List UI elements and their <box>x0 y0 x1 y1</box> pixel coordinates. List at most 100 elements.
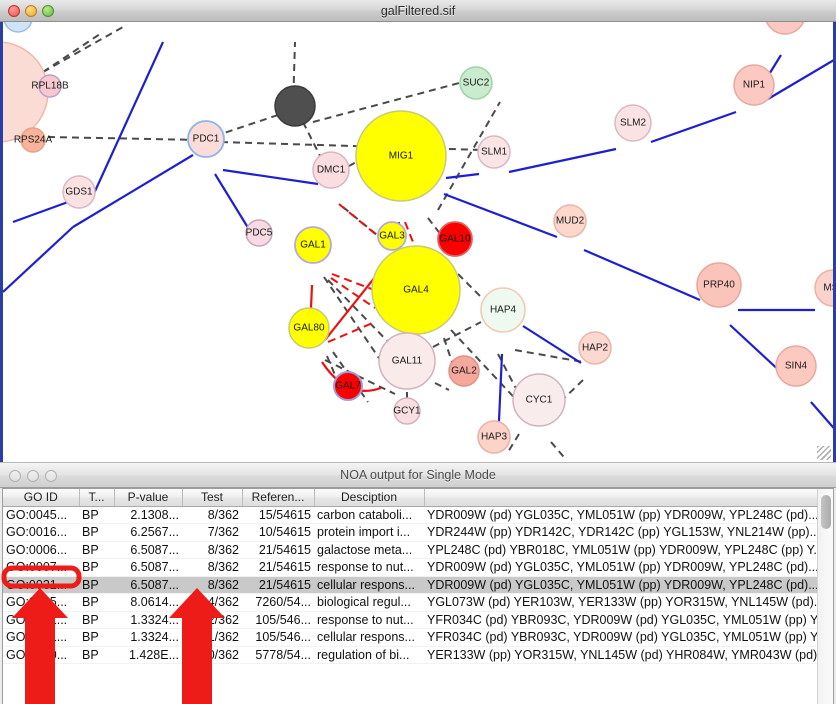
cell-type: BP <box>79 506 114 524</box>
node-label-GAL11: GAL11 <box>392 356 423 367</box>
node-label-CYC1: CYC1 <box>526 395 553 406</box>
cell-go-id: GO:0065... <box>3 593 79 612</box>
node-unlabeled-dark[interactable] <box>274 85 316 127</box>
network-nodes[interactable]: RPL18B RPS24A GDS1 PDC1 PDC5 DMC1 MIG1 S… <box>3 22 833 454</box>
cell-edges: YDR009W (pd) YGL035C, YML051W (pp) YDR00… <box>424 576 817 594</box>
cell-description: response to nut... <box>314 611 424 629</box>
cell-go-id: GO:0031... <box>3 576 79 594</box>
cell-reference: 15/54615 <box>242 506 314 524</box>
column-header-associated-edges[interactable]: Associated edges <box>424 489 817 507</box>
table-row-selected[interactable]: GO:0031... BP 6.5087... 8/362 21/54615 c… <box>3 576 817 594</box>
table-row[interactable]: GO:0050... BP 1.428E... 80/362 5778/54..… <box>3 646 817 664</box>
cell-type: BP <box>79 576 114 594</box>
cell-type: BP <box>79 646 114 664</box>
node-RPL18B[interactable] <box>38 74 62 98</box>
column-header-go-id[interactable]: GO ID <box>3 489 80 507</box>
node-RPS24A[interactable] <box>20 127 46 153</box>
vertical-scrollbar[interactable] <box>817 489 833 704</box>
node-PDC5[interactable] <box>245 219 273 247</box>
node-GCY1[interactable] <box>393 397 421 425</box>
network-canvas[interactable]: RPL18B RPS24A GDS1 PDC1 PDC5 DMC1 MIG1 S… <box>0 22 836 462</box>
cell-p-value: 6.5087... <box>114 576 182 594</box>
node-HAP4[interactable] <box>480 287 526 333</box>
node-label-PRP40: PRP40 <box>703 280 735 291</box>
node-SLM2[interactable] <box>614 104 652 142</box>
column-header-type[interactable]: T... <box>79 489 115 507</box>
node-label-GAL2: GAL2 <box>451 366 477 377</box>
node-HAP3[interactable] <box>477 420 511 454</box>
cell-test: 8/362 <box>182 506 242 524</box>
cell-edges: YDR009W (pd) YGL035C, YML051W (pp) YDR00… <box>424 506 817 524</box>
node-NIP1[interactable] <box>733 64 775 106</box>
noa-minimize-button[interactable] <box>27 470 39 482</box>
noa-close-button[interactable] <box>9 470 21 482</box>
window-title: galFiltered.sif <box>380 4 456 18</box>
node-PRP40[interactable] <box>696 262 742 308</box>
cell-test: 8/362 <box>182 576 242 594</box>
node-MSI1[interactable] <box>814 269 833 307</box>
window-titlebar: galFiltered.sif <box>0 0 836 22</box>
table-row[interactable]: GO:0007... BP 6.5087... 8/362 21/54615 r… <box>3 558 817 577</box>
node-SIN4[interactable] <box>775 345 817 387</box>
node-label-NIP1: NIP1 <box>743 80 766 91</box>
node-label-DMC1: DMC1 <box>317 165 346 176</box>
node-SLM1[interactable] <box>477 135 511 169</box>
cell-test: 94/362 <box>182 593 242 612</box>
resize-grip[interactable] <box>817 446 831 460</box>
cell-reference: 105/546... <box>242 628 314 647</box>
node-HAP2[interactable] <box>578 331 612 365</box>
cell-type: BP <box>79 628 114 647</box>
zoom-button[interactable] <box>42 5 54 17</box>
node-GAL11[interactable] <box>378 332 436 390</box>
cell-go-id: GO:0007... <box>3 558 79 577</box>
cell-reference: 105/546... <box>242 611 314 629</box>
node-MUD2[interactable] <box>553 204 587 238</box>
vertical-scrollbar-thumb[interactable] <box>821 495 831 529</box>
node-SUC2[interactable] <box>459 66 493 100</box>
noa-results-table[interactable]: GO ID T... P-value Test Referen... Desci… <box>3 489 817 664</box>
table-row[interactable]: GO:0006... BP 6.5087... 8/362 21/54615 g… <box>3 541 817 559</box>
pp-edges <box>3 41 833 444</box>
noa-panel: NOA output for Single Mode GO ID T... P-… <box>0 462 836 704</box>
cell-go-id: GO:0045... <box>3 506 79 524</box>
node-unlabeled-topright[interactable] <box>765 22 805 35</box>
network-graph[interactable]: RPL18B RPS24A GDS1 PDC1 PDC5 DMC1 MIG1 S… <box>3 22 833 459</box>
node-MIG1[interactable] <box>355 110 447 202</box>
cell-p-value: 2.1308... <box>114 506 182 524</box>
node-GDS1[interactable] <box>62 175 96 209</box>
node-GAL1[interactable] <box>294 226 332 264</box>
node-GAL10[interactable] <box>437 221 473 257</box>
node-label-HAP2: HAP2 <box>582 343 609 354</box>
column-header-p-value[interactable]: P-value <box>114 489 183 507</box>
minimize-button[interactable] <box>25 5 37 17</box>
table-row[interactable]: GO:0031... BP 1.3324... 11/362 105/546..… <box>3 628 817 647</box>
node-GAL3[interactable] <box>377 221 407 251</box>
cell-go-id: GO:0050... <box>3 646 79 664</box>
close-button[interactable] <box>8 5 20 17</box>
node-label-RPL18B: RPL18B <box>31 81 69 92</box>
table-row[interactable]: GO:0065... BP 8.0614... 94/362 7260/54..… <box>3 593 817 612</box>
table-row[interactable]: GO:0045... BP 2.1308... 8/362 15/54615 c… <box>3 506 817 524</box>
node-PDC1[interactable] <box>187 120 225 158</box>
table-row[interactable]: GO:0031... BP 1.3324... 12/362 105/546..… <box>3 611 817 629</box>
node-GAL80[interactable] <box>288 307 330 349</box>
node-label-RPS24A: RPS24A <box>14 135 53 146</box>
node-GAL7[interactable] <box>333 371 363 401</box>
column-header-description[interactable]: Desciption <box>314 489 425 507</box>
cell-edges: YGL073W (pd) YER103W, YER133W (pp) YOR31… <box>424 593 817 612</box>
column-header-reference[interactable]: Referen... <box>242 489 315 507</box>
cell-test: 8/362 <box>182 558 242 577</box>
noa-titlebar: NOA output for Single Mode <box>0 462 836 488</box>
cell-p-value: 1.3324... <box>114 628 182 647</box>
noa-table-viewport[interactable]: GO ID T... P-value Test Referen... Desci… <box>3 489 817 704</box>
node-unlabeled-topleft[interactable] <box>3 22 33 33</box>
node-label-GDS1: GDS1 <box>65 187 93 198</box>
node-GAL2[interactable] <box>448 355 480 387</box>
node-label-SLM1: SLM1 <box>481 147 508 158</box>
node-label-GAL80: GAL80 <box>293 323 325 334</box>
noa-zoom-button[interactable] <box>45 470 57 482</box>
column-header-test[interactable]: Test <box>182 489 243 507</box>
table-row[interactable]: GO:0016... BP 6.2567... 7/362 10/54615 p… <box>3 523 817 542</box>
node-CYC1[interactable] <box>512 373 566 427</box>
node-DMC1[interactable] <box>312 151 350 189</box>
